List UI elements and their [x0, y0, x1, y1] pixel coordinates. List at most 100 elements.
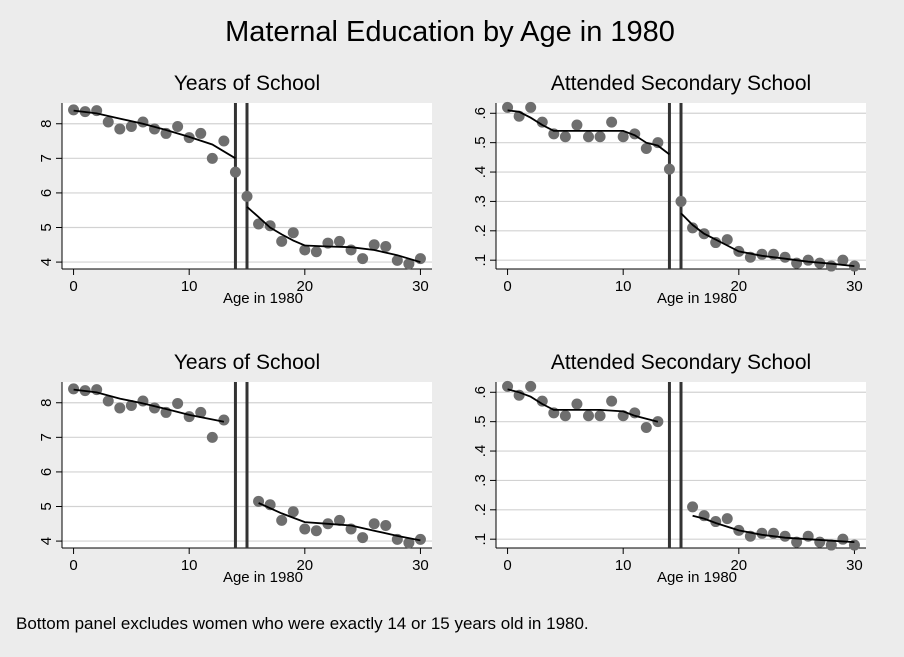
- data-point: [640, 143, 652, 155]
- data-point: [102, 116, 114, 128]
- x-tick-label: 10: [615, 278, 632, 295]
- data-point: [594, 410, 606, 422]
- y-tick-label: .1: [472, 533, 489, 546]
- y-tick-label: 4: [38, 258, 55, 266]
- data-point: [68, 383, 80, 395]
- data-point: [276, 235, 288, 247]
- x-tick-label: 20: [296, 557, 313, 574]
- x-axis-label: Age in 1980: [223, 569, 303, 586]
- y-tick-label: 6: [38, 189, 55, 197]
- panel-title: Years of School: [174, 72, 320, 95]
- x-tick-label: 30: [412, 278, 429, 295]
- data-point: [218, 414, 230, 426]
- data-point: [287, 506, 299, 518]
- data-point: [606, 395, 618, 407]
- y-tick-label: 4: [38, 537, 55, 545]
- data-point: [345, 244, 357, 256]
- data-point: [414, 253, 426, 265]
- data-point: [802, 254, 814, 266]
- data-point: [536, 116, 548, 128]
- x-tick-label: 30: [846, 557, 863, 574]
- data-point: [779, 530, 791, 542]
- x-tick-label: 10: [181, 557, 198, 574]
- data-point: [195, 406, 207, 418]
- y-tick-label: 7: [38, 154, 55, 162]
- y-tick-label: .1: [472, 254, 489, 267]
- y-tick-label: .3: [472, 474, 489, 487]
- x-tick-label: 0: [503, 557, 511, 574]
- figure-note: Bottom panel excludes women who were exa…: [16, 614, 589, 633]
- x-tick-label: 20: [730, 557, 747, 574]
- y-tick-label: .2: [472, 225, 489, 238]
- data-point: [710, 237, 722, 249]
- data-point: [606, 116, 618, 128]
- y-tick-label: 8: [38, 399, 55, 407]
- data-point: [825, 539, 837, 551]
- data-point: [253, 218, 265, 230]
- x-axis-label: Age in 1980: [657, 569, 737, 586]
- fit-line: [507, 388, 659, 423]
- data-point: [814, 536, 826, 548]
- data-point: [594, 131, 606, 143]
- data-point: [675, 195, 687, 207]
- x-axis-label: Age in 1980: [657, 290, 737, 307]
- data-point: [414, 533, 426, 545]
- data-point: [559, 131, 571, 143]
- data-point: [721, 234, 733, 246]
- data-point: [583, 410, 594, 422]
- fit-line: [692, 514, 855, 543]
- y-tick-label: .6: [472, 107, 489, 120]
- data-point: [721, 513, 733, 525]
- data-point: [299, 523, 311, 535]
- data-point: [756, 527, 768, 539]
- data-point: [525, 101, 537, 113]
- data-point: [640, 422, 652, 434]
- y-tick-label: 8: [38, 120, 55, 128]
- y-tick-label: 6: [38, 468, 55, 476]
- data-point: [206, 152, 218, 164]
- data-point: [825, 260, 837, 272]
- chart-panel-2: Attended Secondary School .1 .2 .3 .4 .5 .6 0 10…: [472, 72, 866, 307]
- chart-panel-1: Years of School 4 5 6 7 8 0 10 20 30 Age in 1980: [38, 72, 432, 307]
- data-point: [125, 400, 137, 412]
- data-point: [571, 398, 583, 410]
- data-point: [525, 380, 537, 392]
- data-point: [310, 525, 322, 537]
- data-point: [687, 501, 699, 513]
- fit-line: [507, 109, 670, 156]
- figure-title: Maternal Education by Age in 1980: [225, 16, 675, 48]
- panel-title: Attended Secondary School: [551, 351, 811, 374]
- data-point: [837, 533, 849, 545]
- data-point: [848, 260, 860, 272]
- data-point: [571, 119, 583, 131]
- data-point: [368, 239, 380, 251]
- panel-title: Attended Secondary School: [551, 72, 811, 95]
- data-point: [102, 395, 114, 407]
- data-point: [276, 514, 288, 526]
- y-tick-label: .4: [472, 166, 489, 179]
- x-tick-label: 10: [615, 557, 632, 574]
- data-point: [172, 121, 184, 133]
- fit-line: [258, 502, 421, 542]
- y-tick-label: .5: [472, 136, 489, 149]
- x-tick-label: 0: [69, 557, 77, 574]
- data-point: [334, 235, 345, 247]
- data-point: [687, 222, 699, 234]
- x-tick-label: 30: [412, 557, 429, 574]
- data-point: [183, 411, 195, 423]
- data-point: [114, 402, 126, 414]
- x-tick-label: 30: [846, 278, 863, 295]
- data-point: [391, 254, 403, 266]
- data-point: [334, 514, 345, 526]
- y-tick-label: .2: [472, 504, 489, 517]
- data-point: [229, 166, 241, 178]
- data-point: [195, 127, 207, 139]
- data-point: [287, 227, 299, 239]
- data-point: [125, 121, 137, 133]
- y-tick-label: .3: [472, 195, 489, 208]
- data-point: [218, 135, 230, 147]
- fit-line: [73, 388, 225, 423]
- data-point: [310, 246, 322, 258]
